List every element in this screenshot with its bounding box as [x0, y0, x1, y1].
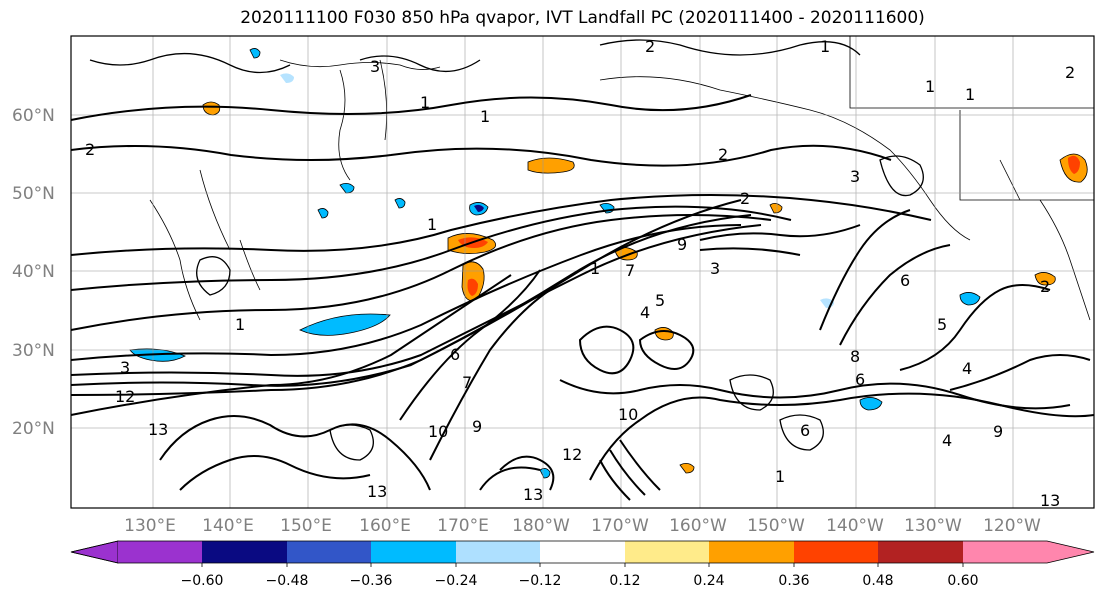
colorbar-tick-label: 0.60 [947, 573, 978, 589]
colorbar-ticks [201, 563, 964, 567]
lon-label: 140°E [202, 516, 254, 536]
contour-label: 9 [677, 235, 687, 254]
contour-label: 4 [942, 431, 952, 450]
lat-label: 30°N [12, 341, 55, 361]
contour-label: 6 [855, 370, 865, 389]
contour-labels: 2 1 2 3 1 2 1 2 3 1 1 2 9 1 3 5 6 5 6 4 … [85, 37, 1075, 510]
contour-label: 12 [562, 445, 582, 464]
colorbar-tick-label: −0.24 [435, 573, 478, 589]
contour-label: 3 [710, 259, 720, 278]
colorbar-tick-label: 0.36 [778, 573, 809, 589]
contour-label: 2 [1040, 277, 1050, 296]
contour-label: 6 [900, 271, 910, 290]
contour-label: 1 [235, 315, 245, 334]
contour-label: 4 [640, 303, 650, 322]
contour-label: 1 [590, 259, 600, 278]
contour-label: 2 [740, 189, 750, 208]
lon-label: 180°W [512, 516, 570, 536]
colorbar-tick-label: −0.60 [181, 573, 224, 589]
contour-label: 3 [850, 167, 860, 186]
colorbar-extend-low [70, 540, 119, 564]
colorbar-extend-high [963, 541, 1094, 563]
contour-label: 12 [115, 387, 135, 406]
contour-label: 7 [625, 261, 635, 280]
colorbar-segment [371, 541, 456, 563]
contour-label: 4 [962, 359, 972, 378]
lon-label: 130°W [904, 516, 962, 536]
contour-label: 2 [645, 37, 655, 56]
ivt-contours-thin [89, 39, 924, 461]
contour-label: 5 [655, 291, 665, 310]
colorbar-segment [625, 541, 709, 563]
contour-label: 5 [937, 315, 947, 334]
colorbar-segment [878, 541, 963, 563]
lon-label: 160°W [669, 516, 727, 536]
lat-label: 40°N [12, 262, 55, 282]
colorbar-tick-label: 0.24 [693, 573, 724, 589]
colorbar-tick-label: −0.12 [519, 573, 562, 589]
lon-label: 130°E [124, 516, 176, 536]
colorbar-tick-labels: −0.60 −0.48 −0.36 −0.24 −0.12 0.12 0.24 … [181, 573, 979, 589]
lon-label: 170°E [437, 516, 489, 536]
contour-label: 7 [462, 373, 472, 392]
contour-label: 1 [420, 93, 430, 112]
colorbar-segment [456, 541, 540, 563]
colorbar-tick-label: 0.12 [609, 573, 640, 589]
contour-label: 2 [1065, 63, 1075, 82]
contour-label: 1 [925, 77, 935, 96]
contour-label: 8 [850, 347, 860, 366]
lat-label: 50°N [12, 184, 55, 204]
lon-label: 150°E [280, 516, 332, 536]
contour-label: 3 [370, 57, 380, 76]
lon-label: 170°W [591, 516, 649, 536]
lat-label: 60°N [12, 106, 55, 126]
contour-label: 9 [993, 422, 1003, 441]
contour-label: 2 [718, 145, 728, 164]
colorbar-tick-label: −0.48 [266, 573, 309, 589]
contour-label: 13 [523, 485, 543, 504]
lon-label: 140°W [826, 516, 884, 536]
ivt-contours [70, 94, 1095, 501]
contour-label: 10 [428, 422, 448, 441]
contour-label: 1 [965, 85, 975, 104]
contour-label: 3 [120, 358, 130, 377]
contour-label: 13 [148, 420, 168, 439]
colorbar: −0.60 −0.48 −0.36 −0.24 −0.12 0.12 0.24 … [70, 540, 1095, 589]
lon-label: 120°W [983, 516, 1041, 536]
contour-label: 6 [800, 421, 810, 440]
colorbar-segment [118, 541, 202, 563]
latitude-labels: 60°N 50°N 40°N 30°N 20°N [12, 106, 55, 439]
colorbar-segment [540, 541, 625, 563]
lon-label: 150°W [747, 516, 805, 536]
contour-label: 10 [618, 405, 638, 424]
colorbar-segment [287, 541, 371, 563]
map-frame [70, 35, 1095, 509]
lon-label: 160°E [359, 516, 411, 536]
colorbar-segment [794, 541, 878, 563]
colorbar-segment [709, 541, 794, 563]
contour-label: 2 [85, 140, 95, 159]
contour-label: 6 [450, 345, 460, 364]
colorbar-tick-label: 0.48 [862, 573, 893, 589]
contour-label: 1 [480, 107, 490, 126]
qvapor-shading [129, 48, 1088, 479]
figure-title: 2020111100 F030 850 hPa qvapor, IVT Land… [240, 8, 925, 28]
longitude-labels: 130°E 140°E 150°E 160°E 170°E 180°W 170°… [124, 516, 1041, 536]
contour-label: 13 [367, 482, 387, 501]
contour-label: 1 [820, 37, 830, 56]
colorbar-tick-label: −0.36 [350, 573, 393, 589]
contour-label: 1 [775, 467, 785, 486]
colorbar-segment [202, 541, 287, 563]
contour-label: 9 [472, 417, 482, 436]
lat-label: 20°N [12, 419, 55, 439]
gridlines [71, 36, 1094, 508]
contour-label: 1 [427, 215, 437, 234]
contour-label: 13 [1040, 491, 1060, 510]
